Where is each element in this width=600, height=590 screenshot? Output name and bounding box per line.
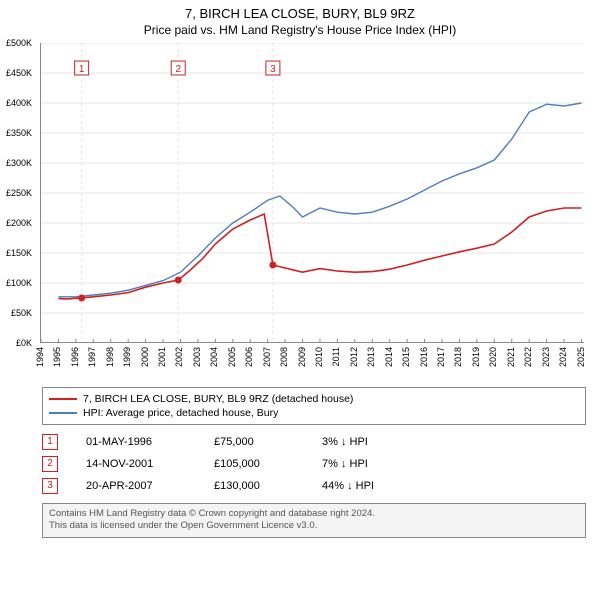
svg-text:3: 3 xyxy=(270,64,276,75)
sale-delta: 44% ↓ HPI xyxy=(322,480,442,492)
chart-container: 7, BIRCH LEA CLOSE, BURY, BL9 9RZ Price … xyxy=(0,0,600,590)
x-tick-label: 2002 xyxy=(174,347,184,367)
x-tick-label: 2013 xyxy=(366,347,376,367)
x-tick-label: 2010 xyxy=(314,347,324,367)
x-tick-label: 2005 xyxy=(227,347,237,367)
x-tick-label: 1996 xyxy=(70,347,80,367)
legend-swatch xyxy=(49,412,77,414)
y-tick-label: £300K xyxy=(6,158,32,168)
sale-row: 1 01-MAY-1996 £75,000 3% ↓ HPI xyxy=(42,431,586,453)
sale-marker-badge: 3 xyxy=(42,478,58,494)
x-tick-label: 2020 xyxy=(488,347,498,367)
x-tick-label: 2021 xyxy=(506,347,516,367)
y-tick-label: £350K xyxy=(6,128,32,138)
legend-label: HPI: Average price, detached house, Bury xyxy=(83,407,278,419)
x-tick-label: 2008 xyxy=(279,347,289,367)
x-tick-label: 2011 xyxy=(331,347,341,366)
chart-area: £0K£50K£100K£150K£200K£250K£300K£350K£40… xyxy=(34,43,594,383)
y-tick-label: £50K xyxy=(11,308,32,318)
y-tick-label: £150K xyxy=(6,248,32,258)
title-main: 7, BIRCH LEA CLOSE, BURY, BL9 9RZ xyxy=(4,6,596,21)
x-axis: 1994199519961997199819992000200120022003… xyxy=(40,345,584,385)
svg-text:1: 1 xyxy=(79,64,85,75)
x-tick-label: 1998 xyxy=(105,347,115,367)
x-tick-label: 1997 xyxy=(87,347,97,367)
sale-date: 14-NOV-2001 xyxy=(86,458,186,470)
x-tick-label: 2022 xyxy=(523,347,533,367)
x-tick-label: 2018 xyxy=(453,347,463,367)
y-tick-label: £250K xyxy=(6,188,32,198)
title-sub: Price paid vs. HM Land Registry's House … xyxy=(4,23,596,37)
legend-swatch xyxy=(49,398,77,400)
sale-row: 3 20-APR-2007 £130,000 44% ↓ HPI xyxy=(42,475,586,497)
sale-price: £130,000 xyxy=(214,480,294,492)
y-tick-label: £200K xyxy=(6,218,32,228)
x-tick-label: 2019 xyxy=(471,347,481,367)
y-tick-label: £400K xyxy=(6,98,32,108)
x-tick-label: 2023 xyxy=(541,347,551,367)
sale-date: 01-MAY-1996 xyxy=(86,436,186,448)
x-tick-label: 1994 xyxy=(35,347,45,367)
x-tick-label: 2007 xyxy=(262,347,272,367)
sale-price: £75,000 xyxy=(214,436,294,448)
x-tick-label: 2000 xyxy=(140,347,150,367)
sale-marker-badge: 1 xyxy=(42,434,58,450)
plot: 1 2 3 xyxy=(40,43,584,343)
disclaimer-line2: This data is licensed under the Open Gov… xyxy=(49,520,579,532)
y-axis: £0K£50K£100K£150K£200K£250K£300K£350K£40… xyxy=(4,43,34,343)
x-tick-label: 2004 xyxy=(209,347,219,367)
x-tick-label: 2009 xyxy=(297,347,307,367)
legend-row: HPI: Average price, detached house, Bury xyxy=(49,406,579,420)
legend-row: 7, BIRCH LEA CLOSE, BURY, BL9 9RZ (detac… xyxy=(49,392,579,406)
legend: 7, BIRCH LEA CLOSE, BURY, BL9 9RZ (detac… xyxy=(42,387,586,425)
sales-table: 1 01-MAY-1996 £75,000 3% ↓ HPI 2 14-NOV-2001 £… xyxy=(42,431,586,497)
legend-label: 7, BIRCH LEA CLOSE, BURY, BL9 9RZ (detac… xyxy=(83,393,353,405)
x-tick-label: 2025 xyxy=(576,347,586,367)
x-tick-label: 2003 xyxy=(192,347,202,367)
x-tick-label: 1999 xyxy=(122,347,132,367)
sale-marker-badge: 2 xyxy=(42,456,58,472)
sale-price: £105,000 xyxy=(214,458,294,470)
x-tick-label: 2017 xyxy=(436,347,446,367)
disclaimer: Contains HM Land Registry data © Crown c… xyxy=(42,503,586,538)
sale-delta: 3% ↓ HPI xyxy=(322,436,442,448)
y-tick-label: £500K xyxy=(6,38,32,48)
svg-text:2: 2 xyxy=(175,64,181,75)
x-tick-label: 1995 xyxy=(52,347,62,367)
x-tick-label: 2001 xyxy=(157,347,167,367)
x-tick-label: 2015 xyxy=(401,347,411,367)
x-tick-label: 2024 xyxy=(558,347,568,367)
y-tick-label: £0K xyxy=(16,338,32,348)
x-tick-label: 2012 xyxy=(349,347,359,367)
sale-row: 2 14-NOV-2001 £105,000 7% ↓ HPI xyxy=(42,453,586,475)
x-tick-label: 2016 xyxy=(419,347,429,367)
x-tick-label: 2006 xyxy=(244,347,254,367)
disclaimer-line1: Contains HM Land Registry data © Crown c… xyxy=(49,508,579,520)
x-tick-label: 2014 xyxy=(384,347,394,367)
sale-date: 20-APR-2007 xyxy=(86,480,186,492)
sale-delta: 7% ↓ HPI xyxy=(322,458,442,470)
y-tick-label: £450K xyxy=(6,68,32,78)
y-tick-label: £100K xyxy=(6,278,32,288)
